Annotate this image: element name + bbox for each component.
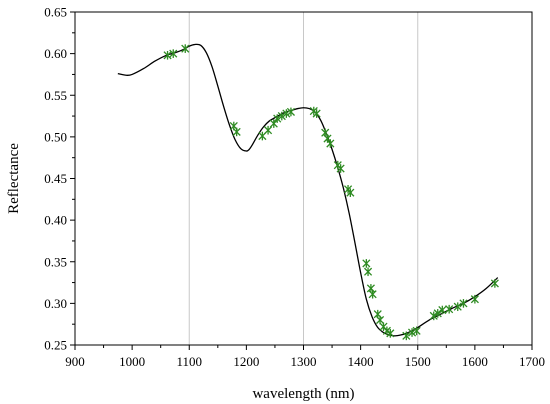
sample-marker — [286, 107, 295, 117]
sample-marker — [433, 309, 442, 318]
sample-marker — [362, 259, 371, 268]
sample-marker — [269, 119, 278, 128]
sample-marker — [453, 302, 462, 312]
sample-marker — [282, 109, 291, 118]
y-tick-label-0.65: 0.65 — [44, 5, 67, 20]
sample-marker — [386, 329, 395, 338]
y-axis-label: Reflectance — [6, 143, 22, 214]
vertical-gridlines — [188, 12, 419, 345]
sample-marker — [375, 315, 385, 325]
x-tick-label-1300: 1300 — [291, 354, 317, 369]
sample-marker — [368, 289, 377, 299]
x-tick-label-900: 900 — [65, 354, 85, 369]
sample-marker — [438, 305, 447, 315]
y-axis-ticks: 0.25 0.30 0.35 0.40 0.45 0.50 0.55 0.60 0.65 — [44, 5, 75, 353]
sample-marker — [273, 114, 282, 123]
y-tick-label-0.30: 0.30 — [44, 296, 67, 311]
x-axis-label: wavelength (nm) — [252, 386, 354, 402]
sample-marker — [163, 50, 172, 60]
sample-marker — [412, 326, 421, 336]
sample-marker — [326, 139, 335, 148]
sample-marker — [277, 111, 286, 121]
y-tick-label-0.60: 0.60 — [44, 46, 67, 61]
sample-marker — [312, 109, 321, 118]
sample-marker — [366, 284, 375, 293]
sample-marker — [346, 188, 355, 197]
reflectance-curve — [117, 43, 499, 337]
sample-markers — [163, 44, 499, 341]
x-tick-label-1100: 1100 — [176, 354, 202, 369]
sample-marker — [169, 49, 178, 58]
y-tick-label-0.55: 0.55 — [44, 88, 67, 103]
y-tick-label-0.45: 0.45 — [44, 171, 67, 186]
y-tick-label-0.25: 0.25 — [44, 338, 67, 353]
sample-marker — [490, 279, 499, 288]
sample-marker — [363, 267, 373, 277]
sample-marker — [382, 326, 391, 336]
y-tick-label-0.40: 0.40 — [44, 213, 67, 228]
y-tick-label-0.50: 0.50 — [44, 129, 67, 144]
x-tick-label-1200: 1200 — [233, 354, 259, 369]
sample-marker — [429, 311, 438, 321]
sample-marker — [264, 125, 273, 135]
sample-marker — [336, 164, 345, 173]
sample-marker — [470, 294, 479, 304]
sample-marker — [407, 328, 417, 337]
sample-marker — [445, 304, 454, 314]
sample-marker — [232, 127, 241, 137]
reflectance-line — [117, 43, 499, 337]
sample-marker — [459, 299, 468, 308]
y-tick-label-0.35: 0.35 — [44, 254, 67, 269]
x-tick-label-1000: 1000 — [119, 354, 145, 369]
x-tick-label-1600: 1600 — [462, 354, 488, 369]
sample-marker — [181, 44, 190, 53]
x-axis-ticks: 900 1000 1100 1200 1300 1400 1500 1600 1700 — [65, 345, 545, 369]
x-tick-label-1400: 1400 — [348, 354, 374, 369]
x-tick-label-1500: 1500 — [405, 354, 431, 369]
x-tick-label-1700: 1700 — [519, 354, 545, 369]
sample-marker — [402, 331, 411, 341]
